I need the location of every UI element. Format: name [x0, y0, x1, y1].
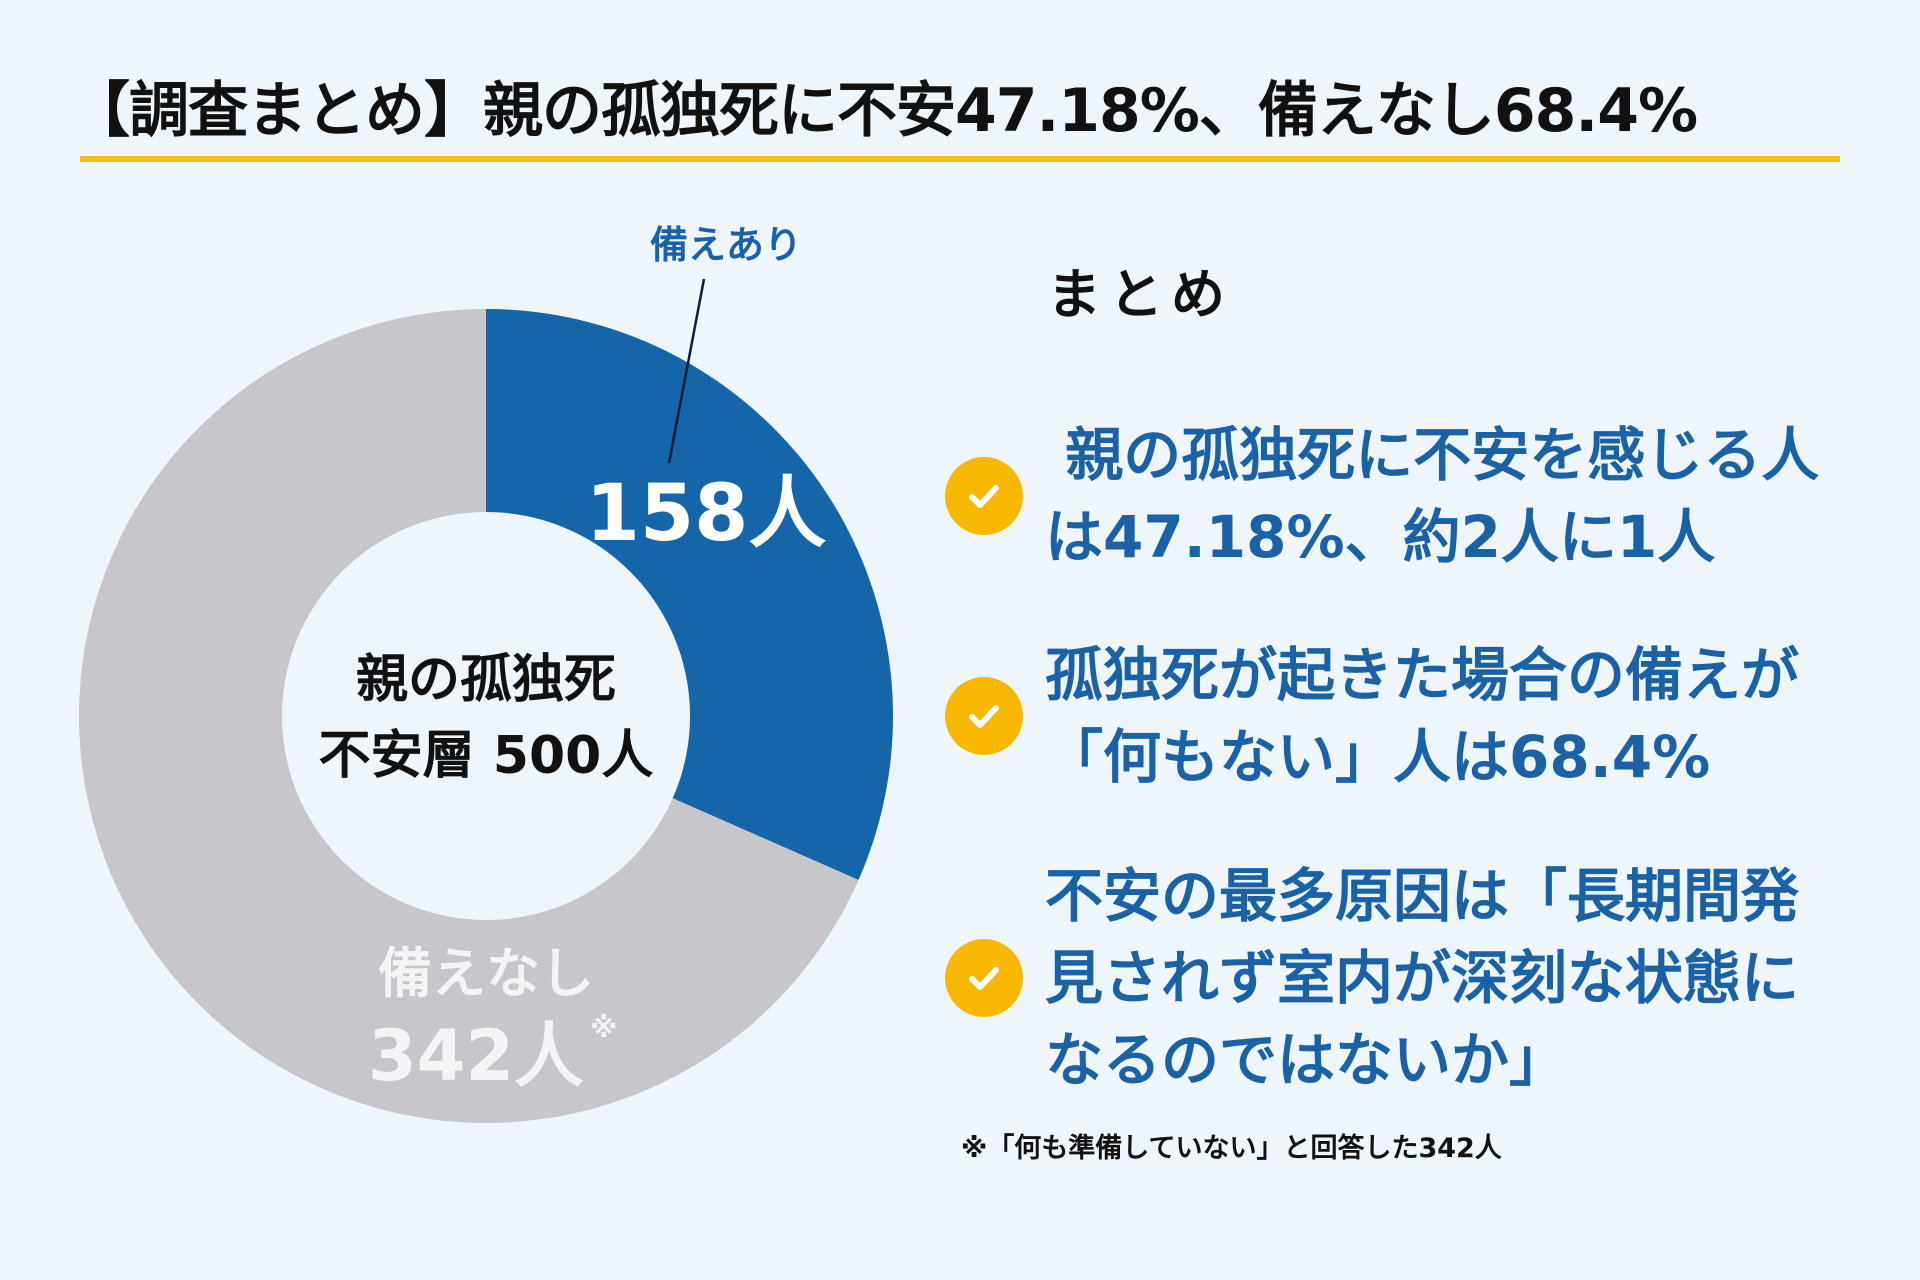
summary-item-text: 不安の最多原因は「長期間発 見されず室内が深刻な状態に なるのではないか」	[1045, 855, 1905, 1101]
slice-value-unprepared: 342人	[368, 1015, 584, 1097]
note-mark: ※	[590, 1011, 617, 1044]
summary-line: 親の孤独死に不安を感じる人	[1045, 421, 1820, 489]
title-underline	[80, 156, 1840, 162]
summary-line: は47.18%、約2人に1人	[1045, 503, 1716, 571]
center-label-line1: 親の孤独死	[356, 650, 616, 710]
page-title: 【調査まとめ】親の孤独死に不安47.18%、備えなし68.4%	[70, 76, 1698, 146]
check-circle-icon	[945, 939, 1023, 1017]
slice-value-prepared: 158人	[586, 469, 827, 559]
slice-label-unprepared: 備えなし	[378, 942, 594, 1005]
footnote: ※「何も準備していない」と回答した342人	[961, 1133, 1502, 1164]
donut-slice-0	[486, 309, 894, 880]
callout-line	[667, 278, 706, 464]
donut-chart: 備えあり 158人 親の孤独死 不安層 500人 備えなし 342人 ※	[79, 223, 894, 1124]
summary-line: 見されず室内が深刻な状態に	[1045, 944, 1800, 1012]
summary-line: 孤独死が起きた場合の備えが	[1045, 641, 1800, 709]
summary-item-text: 親の孤独死に不安を感じる人 は47.18%、約2人に1人	[1045, 414, 1905, 578]
summary-line: 不安の最多原因は「長期間発	[1045, 862, 1800, 930]
summary-heading: まとめ	[1047, 263, 1233, 326]
summary-item-text: 孤独死が起きた場合の備えが 「何もない」人は68.4%	[1045, 634, 1905, 798]
summary-line: 「何もない」人は68.4%	[1045, 723, 1711, 791]
center-label-line2: 不安層 500人	[319, 726, 654, 786]
slice-label-prepared: 備えあり	[650, 223, 802, 267]
check-circle-icon	[945, 457, 1023, 535]
summary-line: なるのではないか」	[1045, 1026, 1568, 1094]
donut-slice-1	[79, 309, 859, 1124]
check-circle-icon	[945, 677, 1023, 755]
